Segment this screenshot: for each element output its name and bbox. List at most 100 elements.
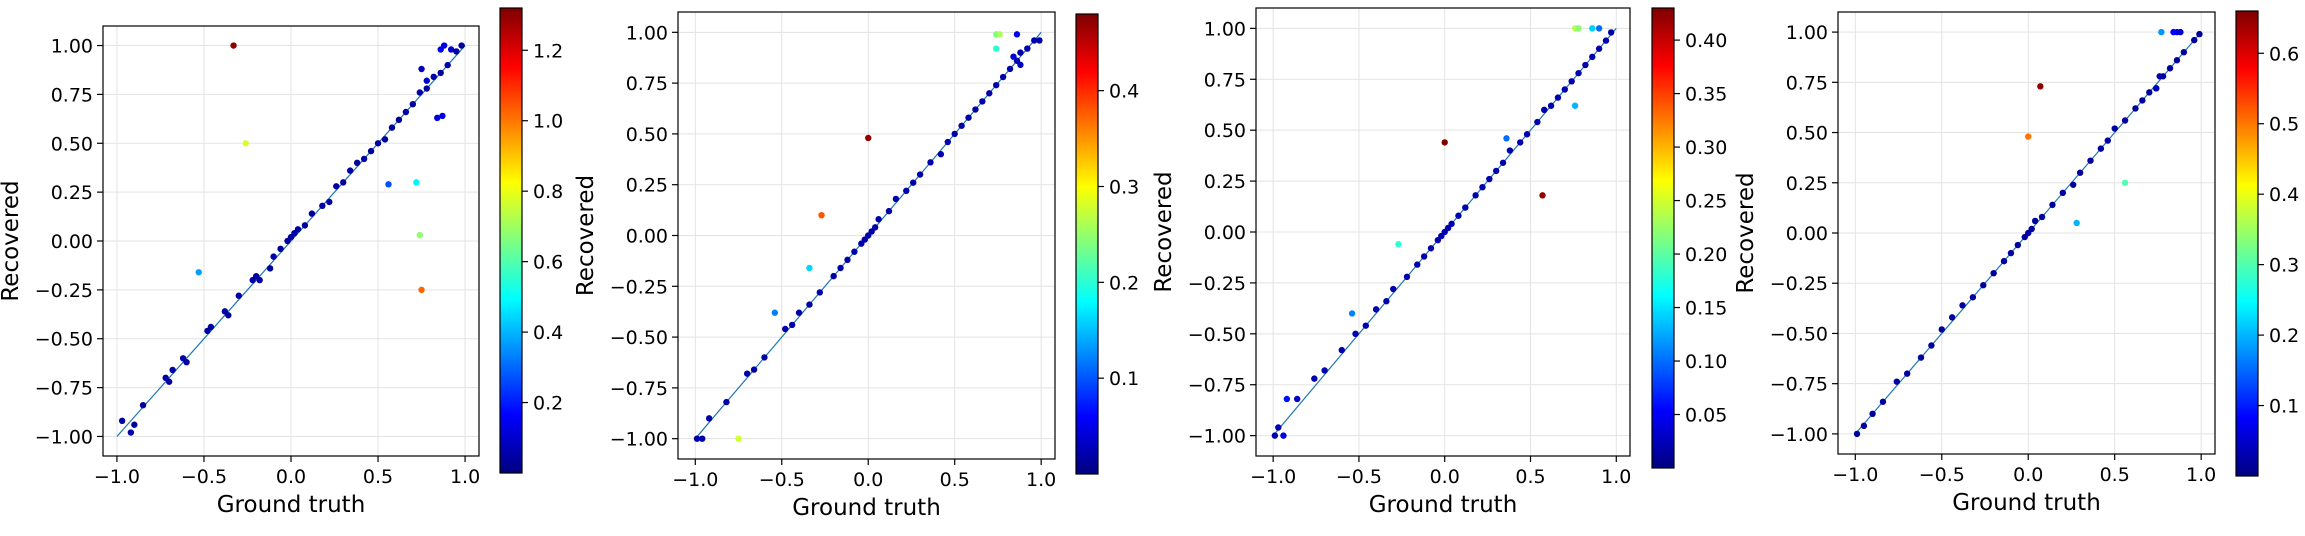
data-point: [230, 42, 237, 49]
data-point: [1928, 342, 1935, 349]
data-point: [903, 187, 910, 194]
data-point: [993, 45, 1000, 52]
data-point: [423, 77, 430, 84]
y-tick-label: 1.00: [626, 22, 668, 44]
data-point: [1589, 25, 1596, 32]
y-tick-label: −0.75: [1770, 374, 1828, 396]
colorbar-tick-label: 0.3: [2269, 255, 2299, 277]
data-point: [1879, 398, 1887, 405]
data-point: [1602, 37, 1610, 44]
data-point: [927, 159, 934, 166]
data-point: [2014, 241, 2022, 249]
data-point: [319, 202, 326, 210]
data-point: [1948, 314, 1956, 321]
colorbar-tick-label: 0.5: [2269, 114, 2299, 136]
data-point: [374, 140, 382, 147]
data-point: [434, 114, 441, 122]
data-point: [723, 398, 730, 406]
data-point: [416, 89, 424, 96]
data-point: [909, 179, 917, 186]
x-tick-label: 1.0: [450, 466, 480, 488]
y-tick-label: 0.75: [1786, 72, 1828, 94]
data-point: [340, 179, 347, 186]
data-point: [761, 354, 768, 361]
y-axis-title: Recovered: [1151, 171, 1177, 292]
data-point: [1275, 424, 1282, 431]
y-tick-label: 0.00: [626, 226, 668, 248]
data-point: [2166, 65, 2174, 72]
y-tick-label: −1.00: [610, 429, 668, 451]
data-point: [2087, 157, 2094, 164]
data-point: [2121, 179, 2129, 186]
data-point: [699, 435, 706, 442]
data-point: [965, 114, 972, 121]
data-point: [1311, 375, 1318, 382]
y-tick-label: 0.75: [626, 73, 668, 95]
data-point: [2180, 48, 2188, 56]
data-point: [127, 429, 135, 436]
data-point: [1390, 285, 1397, 293]
y-tick-label: −0.25: [35, 280, 93, 302]
data-point: [875, 216, 882, 223]
y-tick-label: −0.50: [1188, 324, 1246, 346]
data-point: [1571, 102, 1579, 109]
y-axis-title: Recovered: [573, 175, 599, 296]
x-tick-label: −0.5: [1336, 466, 1382, 488]
y-tick-label: 0.00: [1204, 222, 1246, 244]
data-point: [2104, 137, 2111, 144]
y-tick-label: 0.50: [51, 133, 93, 155]
data-point: [367, 147, 375, 155]
data-point: [1492, 167, 1500, 175]
data-point: [1541, 106, 1548, 114]
data-point: [118, 417, 126, 425]
data-point: [1352, 330, 1359, 338]
colorbar-tick-label: 0.6: [533, 252, 563, 274]
data-point: [865, 134, 872, 142]
chart-panel-4: −1.0 −0.5 0.0 0.5 1.0 −1.00 −0.75 −0.50 −0.25 0.0…: [1733, 10, 2299, 516]
data-point: [1503, 135, 1510, 142]
data-point: [892, 195, 900, 203]
data-point: [705, 415, 713, 422]
data-point: [2111, 125, 2118, 132]
colorbar-tick-label: 0.25: [1685, 191, 1727, 213]
data-point: [1036, 37, 1043, 44]
data-point: [416, 231, 424, 239]
data-point: [1006, 65, 1014, 73]
data-point: [2025, 133, 2032, 140]
data-point: [1938, 326, 1945, 333]
data-point: [1448, 220, 1455, 228]
data-point: [1472, 192, 1479, 199]
data-point: [818, 211, 825, 219]
data-point: [437, 69, 444, 77]
data-point: [885, 207, 893, 215]
data-point: [958, 122, 965, 129]
x-tick-label: −1.0: [1250, 466, 1296, 488]
x-tick-label: 0.0: [276, 466, 306, 488]
colorbar-frame: [499, 7, 523, 474]
data-point: [916, 171, 924, 178]
colorbar-tick-label: 0.2: [533, 393, 563, 415]
data-point: [2028, 225, 2035, 233]
y-tick-label: −0.25: [1188, 273, 1246, 295]
colorbar-tick-label: 0.40: [1685, 30, 1727, 52]
data-point: [1271, 432, 1279, 439]
data-point: [806, 264, 813, 272]
y-axis-title: Recovered: [1733, 172, 1759, 293]
data-point: [806, 301, 813, 308]
data-point: [169, 366, 176, 374]
y-tick-label: 0.25: [51, 182, 93, 204]
y-axis-title: Recovered: [0, 180, 24, 301]
data-point: [2076, 169, 2084, 176]
data-point: [1280, 432, 1287, 439]
data-point: [993, 81, 1000, 89]
colorbar: [1076, 14, 1098, 474]
data-point: [937, 151, 945, 158]
colorbar-tick-label: 0.4: [1109, 81, 1139, 103]
colorbar-tick-label: 0.30: [1685, 137, 1727, 159]
data-point: [735, 435, 742, 442]
data-point: [816, 289, 824, 296]
data-point: [1293, 395, 1301, 403]
data-point: [1534, 118, 1541, 126]
data-point: [830, 272, 837, 280]
colorbar: [1652, 8, 1674, 468]
